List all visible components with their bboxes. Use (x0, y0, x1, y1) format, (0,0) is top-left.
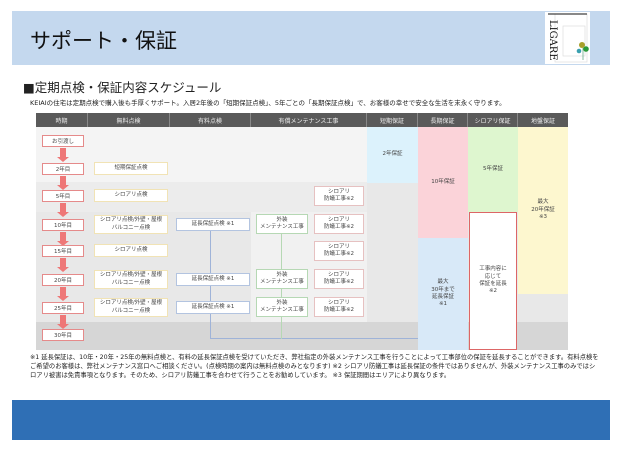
year-label: 30年目 (42, 329, 84, 341)
header-short: 短期保証 (367, 113, 418, 127)
free-inspection: シロアリ点検 (94, 244, 168, 257)
header-termite: シロアリ保証 (468, 113, 518, 127)
arrow-down-icon (57, 176, 69, 190)
arrow-down-icon (57, 287, 69, 301)
paid-inspection: 延長保証点検 ※1 (176, 273, 250, 286)
long-extended-warranty: 最大 30年まで 延長保証 ※1 (418, 238, 468, 350)
section-title: ■定期点検・保証内容スケジュール (23, 80, 222, 95)
year-label: 15年目 (42, 245, 84, 257)
long-warranty: 10年保証 (418, 127, 468, 238)
header-band (12, 11, 610, 65)
termite-work: シロアリ 防蟻工事※2 (314, 269, 364, 289)
termite-work: シロアリ 防蟻工事※2 (314, 241, 364, 261)
free-inspection: シロアリ点検/外壁・屋根 バルコニー点検 (94, 270, 168, 289)
year-label: 20年目 (42, 274, 84, 286)
exterior-maintenance: 外装 メンテナンス工事 (256, 214, 308, 234)
header-maintenance: 有償メンテナンス工事 (251, 113, 367, 127)
termite-work: シロアリ 防蟻工事※2 (314, 297, 364, 317)
year-label: 2年目 (42, 163, 84, 175)
free-inspection: 短期保証点検 (94, 162, 168, 175)
header-ground: 地盤保証 (518, 113, 568, 127)
header-free: 無料点検 (88, 113, 170, 127)
arrow-down-icon (57, 203, 69, 217)
schedule-table: 時期 無料点検 有料点検 有償メンテナンス工事 短期保証 長期保証 シロアリ保証… (36, 113, 568, 350)
exterior-maintenance: 外装 メンテナンス工事 (256, 297, 308, 317)
year-label: 10年目 (42, 219, 84, 231)
header-period: 時期 (36, 113, 88, 127)
year-label: お引渡し (42, 135, 84, 147)
header-paid: 有料点検 (170, 113, 251, 127)
intro-text: KEIAIの住宅は定期点検で購入後も手厚くサポート。入居2年後の「短期保証点検」… (30, 99, 506, 107)
free-inspection: シロアリ点検 (94, 189, 168, 202)
arrow-down-icon (57, 315, 69, 329)
year-label: 25年目 (42, 302, 84, 314)
light-rows (36, 127, 367, 182)
row-bg (36, 182, 367, 212)
free-inspection: シロアリ点検/外壁・屋根 バルコニー点検 (94, 298, 168, 317)
free-inspection: シロアリ点検/外壁・屋根 バルコニー点検 (94, 215, 168, 234)
paid-inspection: 延長保証点検 ※1 (176, 218, 250, 231)
paid-inspection: 延長保証点検 ※1 (176, 301, 250, 314)
arrow-down-icon (57, 258, 69, 272)
ligare-logo: LIGARE (545, 12, 590, 64)
arrow-down-icon (57, 148, 69, 162)
svg-text:LIGARE: LIGARE (547, 20, 558, 61)
termite-work: シロアリ 防蟻工事※2 (314, 214, 364, 234)
exterior-maintenance: 外装 メンテナンス工事 (256, 269, 308, 289)
page-title: サポート・保証 (30, 29, 177, 53)
termite-work: シロアリ 防蟻工事※2 (314, 186, 364, 206)
year-label: 5年目 (42, 190, 84, 202)
ground-warranty: 最大 20年保証 ※3 (518, 127, 568, 294)
short-warranty: 2年保証 (367, 127, 418, 183)
arrow-down-icon (57, 232, 69, 246)
header-long: 長期保証 (418, 113, 468, 127)
termite-warranty: 5年保証 (468, 127, 518, 212)
footnote: ※1 延長保証は、10年・20年・25年の無料点検と、有料の延長保証点検を受けて… (30, 354, 599, 380)
footer-bar (12, 400, 610, 440)
termite-extended-warranty: 工事内容に 応じて 保証を延長 ※2 (469, 212, 517, 350)
